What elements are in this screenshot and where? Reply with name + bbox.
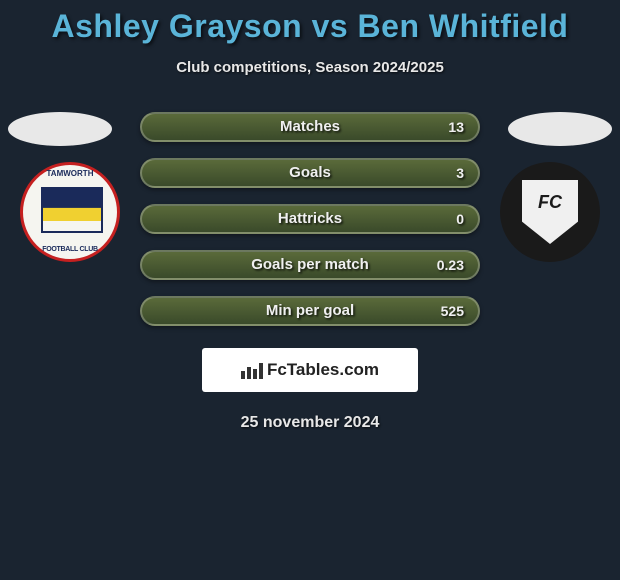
- player-right-placeholder: [508, 112, 612, 146]
- stat-value: 3: [456, 160, 464, 186]
- stat-value: 525: [441, 298, 464, 324]
- stat-label: Min per goal: [266, 298, 354, 324]
- page-title: Ashley Grayson vs Ben Whitfield: [0, 8, 620, 45]
- source-logo-text: FcTables.com: [267, 360, 379, 380]
- player-left-placeholder: [8, 112, 112, 146]
- stat-bar: Goals per match 0.23: [140, 250, 480, 280]
- stat-bars: Matches 13 Goals 3 Hattricks 0 Goals per…: [140, 112, 480, 342]
- club-badge-left: TAMWORTH: [20, 162, 120, 262]
- stat-bar: Matches 13: [140, 112, 480, 142]
- stat-label: Hattricks: [278, 206, 342, 232]
- stat-label: Matches: [280, 114, 340, 140]
- subtitle: Club competitions, Season 2024/2025: [0, 59, 620, 76]
- club-badge-right: [500, 162, 600, 262]
- stat-label: Goals: [289, 160, 331, 186]
- bar-chart-icon: [241, 361, 263, 379]
- source-logo[interactable]: FcTables.com: [202, 348, 418, 392]
- stat-bar: Goals 3: [140, 158, 480, 188]
- date-label: 25 november 2024: [0, 414, 620, 432]
- stat-label: Goals per match: [251, 252, 369, 278]
- stat-value: 13: [448, 114, 464, 140]
- stat-value: 0.23: [437, 252, 464, 278]
- stat-bar: Hattricks 0: [140, 204, 480, 234]
- stat-value: 0: [456, 206, 464, 232]
- club-badge-left-label: TAMWORTH: [23, 169, 117, 178]
- stat-bar: Min per goal 525: [140, 296, 480, 326]
- comparison-card: Ashley Grayson vs Ben Whitfield Club com…: [0, 0, 620, 432]
- stats-area: TAMWORTH Matches 13 Goals 3 Hattricks 0 …: [0, 112, 620, 322]
